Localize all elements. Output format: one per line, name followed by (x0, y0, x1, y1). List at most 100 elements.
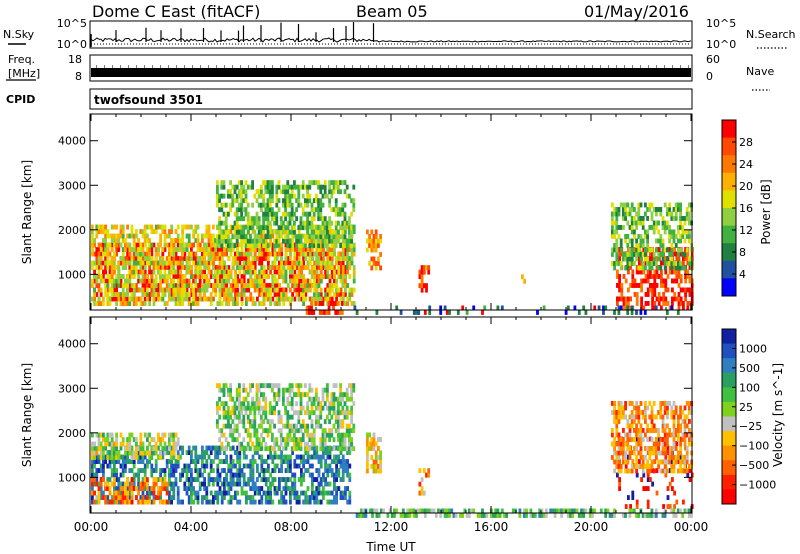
heatmap-cell (618, 274, 621, 279)
heatmap-cell (225, 301, 228, 306)
heatmap-cell (135, 495, 138, 500)
heatmap-cell (106, 296, 110, 302)
heatmap-cell (302, 301, 305, 306)
heatmap-cell (322, 495, 325, 500)
heatmap-cell (99, 274, 103, 279)
heatmap-cell (267, 499, 270, 505)
heatmap-cell (108, 251, 112, 257)
heatmap-cell (659, 234, 663, 239)
heatmap-cell (150, 287, 154, 293)
heatmap-cell (95, 224, 99, 230)
heatmap-cell (179, 247, 182, 252)
heatmap-cell (262, 202, 265, 208)
heatmap-cell (255, 238, 259, 244)
heatmap-cell (286, 387, 290, 393)
heatmap-cell (154, 287, 158, 293)
heatmap-cell (218, 296, 222, 302)
heatmap-cell (271, 193, 274, 199)
heatmap-cell (159, 242, 162, 248)
heatmap-cell (159, 233, 162, 239)
heatmap-cell (321, 225, 325, 231)
heatmap-cell (99, 477, 103, 482)
heatmap-cell (256, 450, 259, 455)
heatmap-cell (209, 233, 213, 239)
heatmap-cell (233, 437, 237, 443)
heatmap-cell (642, 305, 646, 311)
heatmap-cell (308, 410, 312, 416)
heatmap-cell (423, 310, 427, 315)
heatmap-cell (304, 198, 307, 204)
heatmap-cell (246, 202, 250, 208)
heatmap-cell (192, 256, 195, 261)
heatmap-cell (271, 265, 275, 270)
heatmap-cell (302, 454, 305, 460)
heatmap-cell (352, 265, 356, 270)
heatmap-cell (233, 229, 237, 235)
heatmap-cell (315, 260, 319, 266)
heatmap-cell (346, 486, 349, 491)
heatmap-cell (224, 423, 228, 429)
heatmap-cell (273, 260, 277, 266)
heatmap-cell (150, 229, 154, 234)
heatmap-cell (273, 278, 277, 284)
heatmap-cell (326, 472, 330, 478)
heatmap-cell (117, 486, 121, 491)
heatmap-cell (185, 224, 189, 230)
heatmap-cell (115, 224, 118, 230)
heatmap-cell (190, 274, 193, 279)
heatmap-cell (192, 486, 195, 491)
heatmap-cell (168, 260, 171, 266)
heatmap-cell (339, 278, 343, 284)
heatmap-cell (332, 180, 336, 186)
heatmap-cell (295, 383, 298, 389)
heatmap-cell (257, 410, 261, 416)
heatmap-cell (643, 310, 647, 315)
heatmap-cell (343, 234, 347, 240)
heatmap-cell (280, 233, 283, 239)
heatmap-cell (224, 243, 228, 249)
heatmap-cell (671, 301, 674, 306)
heatmap-cell (664, 283, 668, 288)
heatmap-cell (157, 260, 160, 266)
heatmap-cell (631, 278, 635, 284)
heatmap-cell (102, 495, 105, 500)
heatmap-cell (224, 220, 228, 226)
heatmap-cell (238, 481, 242, 487)
heatmap-cell (282, 292, 286, 297)
heatmap-cell (218, 450, 222, 455)
heatmap-cell (262, 477, 266, 482)
heatmap-cell (300, 287, 303, 293)
heatmap-cell (273, 450, 277, 455)
heatmap-cell (141, 242, 145, 248)
heatmap-cell (240, 278, 244, 284)
heatmap-cell (242, 274, 246, 279)
heatmap-cell (640, 301, 643, 306)
heatmap-cell (330, 265, 334, 270)
heatmap-cell (344, 301, 347, 306)
heatmap-cell (688, 202, 691, 208)
heatmap-cell (139, 278, 143, 284)
heatmap-cell (293, 211, 296, 217)
heatmap-cell (106, 486, 110, 491)
heatmap-cell (293, 437, 296, 443)
heatmap-cell (267, 283, 270, 288)
heatmap-cell (620, 251, 624, 257)
heatmap-cell (242, 269, 246, 275)
heatmap-cell (326, 490, 330, 496)
heatmap-cell (341, 238, 345, 243)
heatmap-cell (646, 301, 650, 306)
heatmap-cell (216, 454, 220, 460)
heatmap-cell (244, 446, 248, 452)
heatmap-cell (286, 211, 290, 217)
heatmap-cell (225, 472, 228, 478)
heatmap-cell (301, 405, 305, 411)
heatmap-cell (233, 211, 237, 217)
heatmap-cell (269, 287, 272, 293)
heatmap-cell (121, 292, 125, 297)
heatmap-cell (157, 455, 160, 460)
heatmap-cell (284, 269, 288, 275)
heatmap-cell (624, 296, 628, 302)
heatmap-cell (306, 392, 309, 398)
heatmap-cell (334, 225, 338, 231)
heatmap-cell (268, 207, 272, 213)
